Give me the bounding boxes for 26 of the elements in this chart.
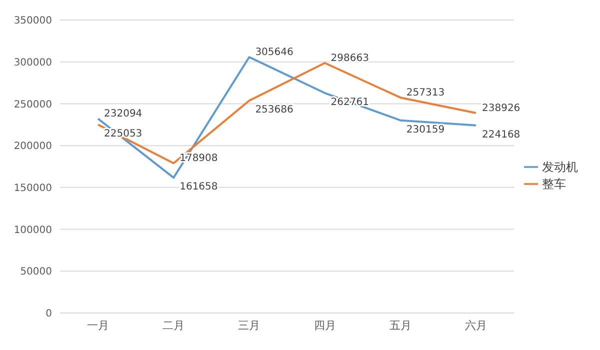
y-tick-label: 150000 xyxy=(14,182,52,194)
x-tick-label: 三月 xyxy=(238,318,260,332)
y-tick-label: 0 xyxy=(46,308,52,320)
x-tick-label: 五月 xyxy=(389,318,412,332)
legend-label: 整车 xyxy=(542,176,566,190)
data-label: 224168 xyxy=(482,129,520,140)
line-series xyxy=(97,62,477,164)
data-label: 305646 xyxy=(255,47,294,58)
y-tick-label: 200000 xyxy=(14,141,52,152)
y-tick-label: 300000 xyxy=(14,57,52,68)
data-label: 161658 xyxy=(180,182,218,193)
y-tick-label: 100000 xyxy=(14,224,52,236)
data-label: 257313 xyxy=(406,88,445,99)
x-tick-label: 六月 xyxy=(465,318,487,332)
x-tick-label: 二月 xyxy=(162,318,185,332)
data-label: 253686 xyxy=(255,104,294,116)
data-label: 298663 xyxy=(330,52,369,64)
legend-label: 发动机 xyxy=(542,160,578,174)
y-tick-label: 350000 xyxy=(14,16,52,27)
y-tick-label: 50000 xyxy=(20,266,52,278)
data-label: 230159 xyxy=(406,124,445,136)
data-label: 238926 xyxy=(482,102,520,114)
x-tick-label: 四月 xyxy=(314,318,336,332)
x-tick-label: 一月 xyxy=(87,318,109,332)
y-tick-label: 250000 xyxy=(14,99,52,110)
data-label: 232094 xyxy=(104,108,142,120)
